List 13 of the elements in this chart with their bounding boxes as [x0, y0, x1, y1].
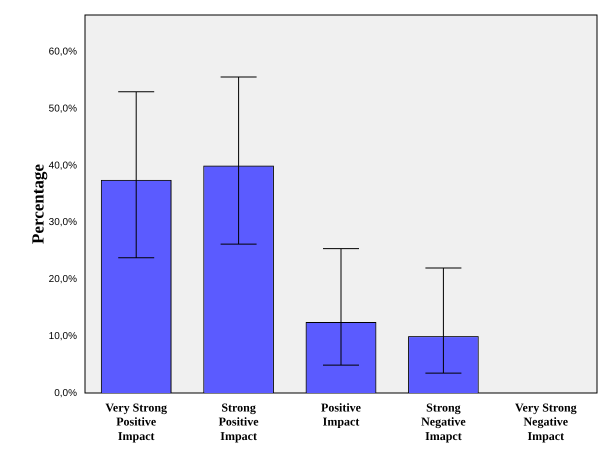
x-tick-label: Positive Impact	[321, 400, 362, 429]
x-tick-label: Very Strong Positive Impact	[105, 400, 168, 444]
y-axis-title: Percentage	[28, 164, 48, 244]
y-tick-label: 60,0%	[48, 46, 78, 58]
y-tick-label: 10,0%	[48, 330, 78, 342]
x-tick-label: Very Strong Negative Impact	[514, 400, 577, 444]
y-tick-label: 30,0%	[48, 217, 78, 228]
y-tick-label: 20,0%	[48, 274, 78, 286]
x-tick-label: Strong Positive Impact	[218, 400, 260, 444]
x-tick-label: Strong Negative Imapct	[421, 400, 466, 444]
y-tick-label: 50,0%	[48, 104, 78, 115]
y-tick-label: 40,0%	[48, 160, 78, 172]
y-tick-label: 0,0%	[54, 388, 78, 399]
